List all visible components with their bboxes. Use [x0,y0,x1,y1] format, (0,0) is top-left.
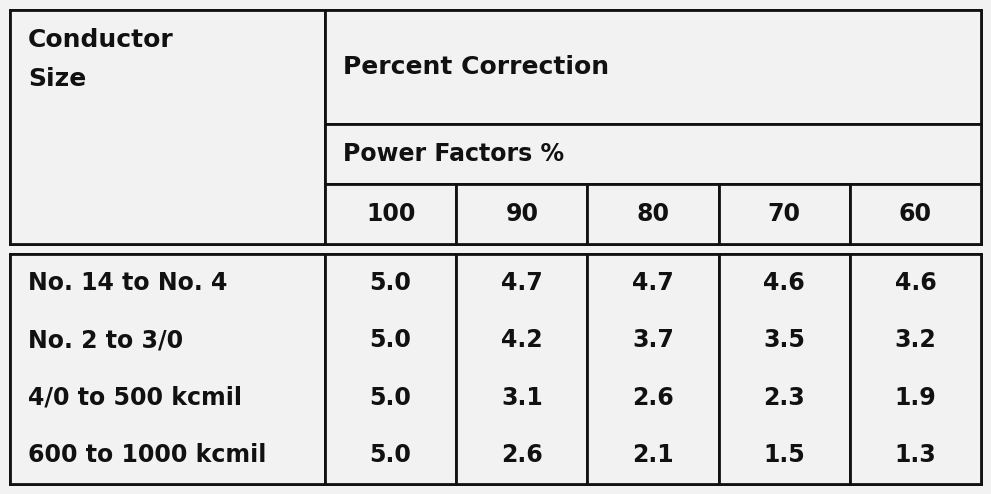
Text: 100: 100 [366,202,415,226]
Text: 2.1: 2.1 [632,443,674,467]
Bar [10,10,981,244]
Text: 4.6: 4.6 [895,271,936,295]
Text: 80: 80 [636,202,670,226]
Bar [456,254,588,484]
Text: No. 14 to No. 4: No. 14 to No. 4 [28,271,227,295]
Bar [588,184,718,244]
Text: 2.6: 2.6 [632,386,674,410]
Text: Conductor
Size: Conductor Size [28,28,173,91]
Bar [10,254,325,484]
Text: No. 2 to 3/0: No. 2 to 3/0 [28,328,183,352]
Text: 5.0: 5.0 [370,271,411,295]
Text: 1.5: 1.5 [763,443,805,467]
Text: 1.9: 1.9 [895,386,936,410]
Bar [325,10,981,124]
Text: 4/0 to 500 kcmil: 4/0 to 500 kcmil [28,386,242,410]
Bar [718,254,850,484]
Bar [325,254,456,484]
Bar [10,10,325,244]
Bar [588,254,718,484]
Text: 5.0: 5.0 [370,386,411,410]
Text: 70: 70 [768,202,801,226]
Bar [325,184,456,244]
Text: 4.2: 4.2 [501,328,543,352]
Text: 5.0: 5.0 [370,443,411,467]
Text: Percent Correction: Percent Correction [343,55,609,79]
Bar [325,124,981,184]
Text: 60: 60 [899,202,932,226]
Bar [456,184,588,244]
Text: 2.3: 2.3 [763,386,805,410]
Text: 1.3: 1.3 [895,443,936,467]
Text: 600 to 1000 kcmil: 600 to 1000 kcmil [28,443,267,467]
Text: 3.7: 3.7 [632,328,674,352]
Text: 2.6: 2.6 [500,443,543,467]
Text: 90: 90 [505,202,538,226]
Text: 3.5: 3.5 [763,328,805,352]
Bar [850,254,981,484]
Text: 3.1: 3.1 [500,386,543,410]
Text: Power Factors %: Power Factors % [343,142,564,166]
Text: 5.0: 5.0 [370,328,411,352]
Text: 3.2: 3.2 [895,328,936,352]
Bar [718,184,850,244]
Text: 4.7: 4.7 [500,271,543,295]
Text: 4.6: 4.6 [763,271,805,295]
Bar [850,184,981,244]
Bar [10,254,981,484]
Text: 4.7: 4.7 [632,271,674,295]
